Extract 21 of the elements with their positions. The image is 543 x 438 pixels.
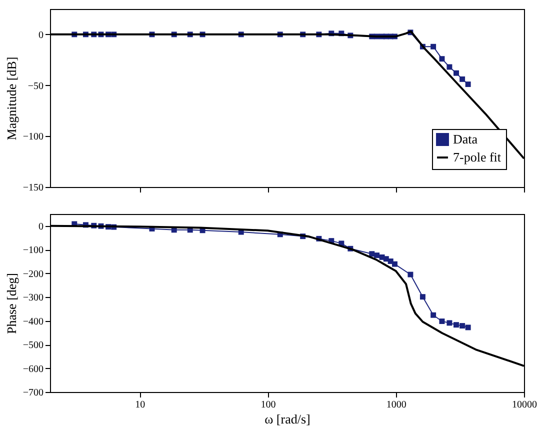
y-axis-title: Phase [deg] [4, 272, 19, 334]
y-tick-label: 0 [38, 30, 44, 41]
x-tick-label: 10000 [512, 400, 537, 410]
x-tick-label: 10 [135, 400, 146, 410]
y-tick-label: −100 [22, 132, 44, 143]
y-tick-label: −500 [22, 340, 44, 352]
y-tick-label: −100 [22, 245, 44, 256]
y-axis-title: Magnitude [dB] [4, 56, 19, 140]
y-tick-label: −150 [22, 182, 44, 194]
y-tick-label: −600 [22, 364, 44, 375]
y-tick-label: −700 [22, 388, 44, 398]
x-tick-label: 100 [260, 400, 276, 410]
x-tick-label: 1000 [386, 400, 406, 410]
y-tick-label: 0 [38, 221, 44, 232]
y-tick-label: −200 [22, 268, 44, 280]
y-tick-label: −300 [22, 292, 44, 304]
y-tick-label: −50 [28, 80, 44, 92]
x-axis-title: ω [rad/s] [264, 412, 310, 426]
legend-label: 7-pole fit [453, 150, 502, 164]
y-tick-label: −400 [22, 316, 44, 328]
legend-label: Data [453, 132, 478, 146]
